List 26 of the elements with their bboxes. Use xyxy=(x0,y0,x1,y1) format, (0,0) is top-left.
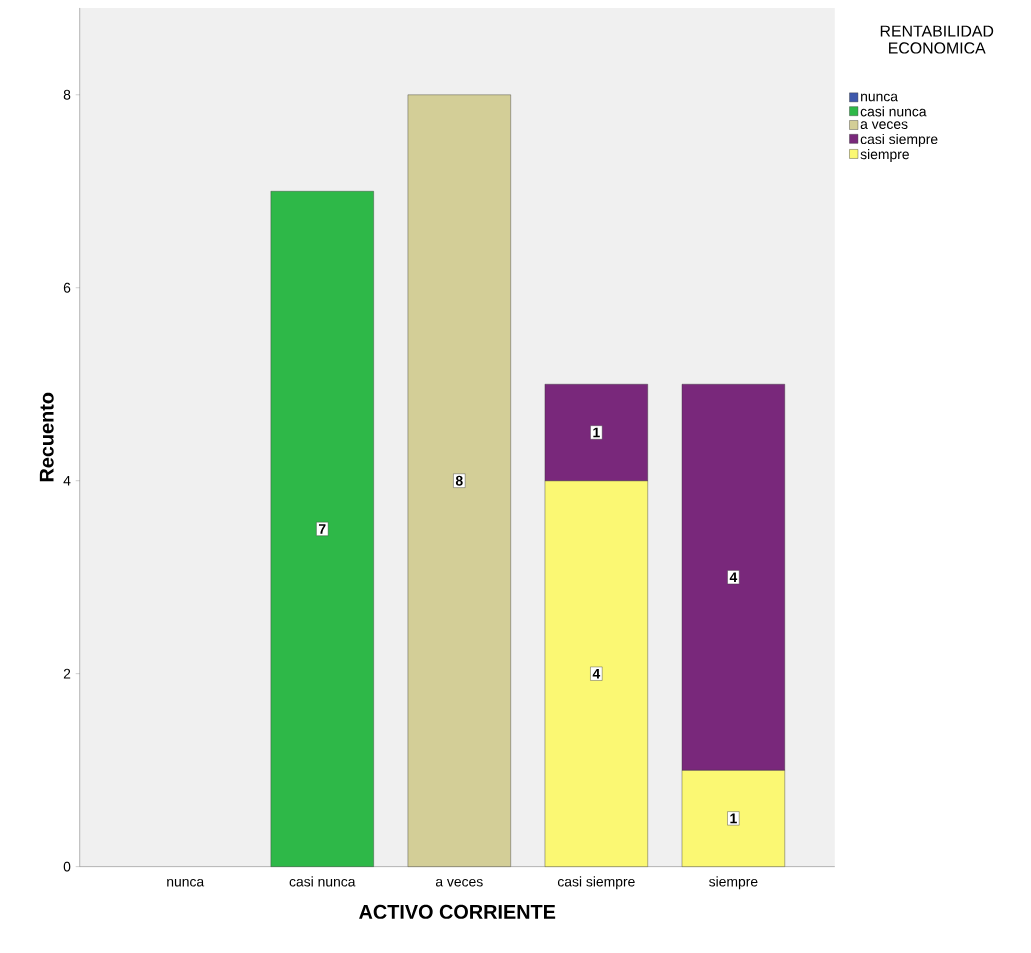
data-label: 8 xyxy=(455,475,463,486)
y-tick-label: 6 xyxy=(63,282,71,293)
bar xyxy=(270,190,374,867)
x-tick-label: a veces xyxy=(435,878,483,887)
data-label: 4 xyxy=(592,668,601,679)
x-tick-label: casi siempre xyxy=(557,876,635,890)
data-label: 4 xyxy=(729,572,738,582)
y-axis-title: Recuento xyxy=(39,392,54,482)
data-label: 1 xyxy=(593,427,600,438)
legend-label: casi nunca xyxy=(860,106,927,117)
bar xyxy=(407,94,511,867)
data-label: 7 xyxy=(318,524,326,534)
x-tick-label: nunca xyxy=(167,878,205,887)
legend-title: RENTABILIDAD ECONOMICA xyxy=(880,25,994,54)
y-tick-label: 0 xyxy=(63,861,71,872)
y-tick-label: 8 xyxy=(63,89,71,100)
legend-label: siempre xyxy=(860,148,909,162)
x-axis-title: ACTIVO CORRIENTE xyxy=(359,904,556,919)
legend-label: a veces xyxy=(860,121,908,129)
x-tick-label: casi nunca xyxy=(289,876,356,887)
legend-label: nunca xyxy=(861,93,898,102)
legend-label: casi siempre xyxy=(860,133,938,147)
y-tick-label: 2 xyxy=(63,668,71,679)
y-tick-label: 4 xyxy=(63,475,71,486)
data-label: 1 xyxy=(730,813,737,824)
x-tick-label: siempre xyxy=(709,876,758,890)
